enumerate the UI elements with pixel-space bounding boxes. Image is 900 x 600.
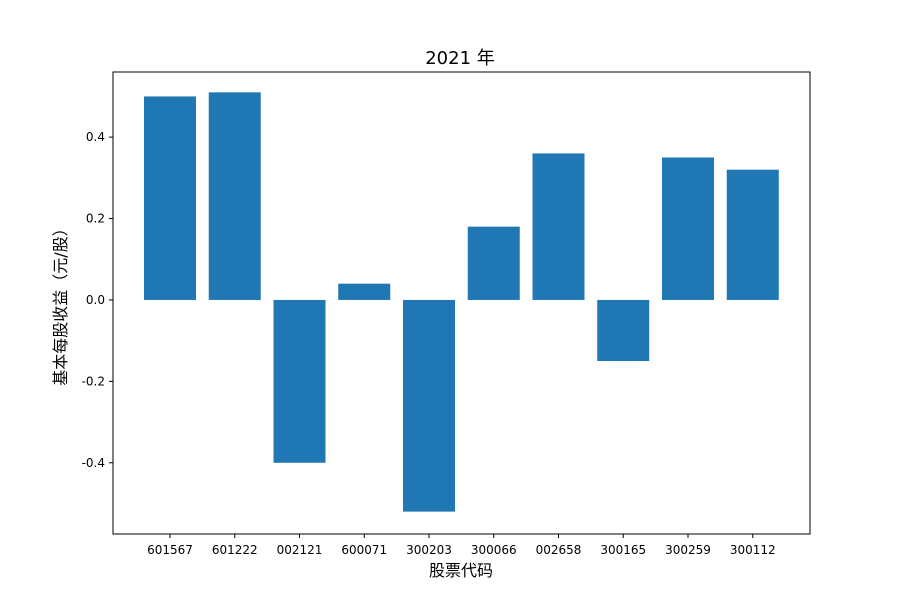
x-tick-label: 601222 — [212, 543, 258, 557]
bar-300112 — [726, 169, 779, 300]
x-tick-label: 300066 — [471, 543, 517, 557]
bar-300165 — [597, 299, 650, 362]
bars-group — [144, 92, 779, 512]
x-axis-label: 股票代码 — [429, 561, 493, 580]
y-tick-label: -0.4 — [82, 456, 105, 470]
y-tick-label: 0.2 — [86, 212, 105, 226]
x-tick-label: 300165 — [600, 543, 646, 557]
chart-title: 2021 年 — [425, 48, 495, 69]
plot-frame — [112, 71, 811, 535]
y-tick-label: -0.2 — [82, 374, 105, 388]
y-axis-label: 基本每股收益（元/股） — [51, 220, 70, 385]
bar-601222 — [208, 92, 261, 300]
x-tick-label: 300203 — [406, 543, 452, 557]
x-axis: 601567 601222 002121 600071 300203 300066 0026… — [147, 534, 776, 557]
y-tick-label: 0.4 — [86, 130, 105, 144]
bar-300066 — [467, 226, 520, 300]
x-tick-label: 300112 — [730, 543, 776, 557]
bar-300259 — [662, 157, 714, 300]
bar-002658 — [532, 153, 585, 300]
bar-300203 — [403, 299, 455, 512]
bar-601567 — [144, 96, 196, 300]
x-tick-label: 600071 — [341, 543, 387, 557]
y-axis: -0.4 -0.2 0.0 0.2 0.4 — [82, 130, 113, 470]
x-tick-label: 601567 — [147, 543, 193, 557]
x-tick-label: 002658 — [536, 543, 582, 557]
bar-600071 — [338, 283, 391, 300]
y-tick-label: 0.0 — [86, 293, 105, 307]
x-tick-label: 300259 — [665, 543, 711, 557]
bar-002121 — [273, 299, 326, 463]
x-tick-label: 002121 — [277, 543, 323, 557]
